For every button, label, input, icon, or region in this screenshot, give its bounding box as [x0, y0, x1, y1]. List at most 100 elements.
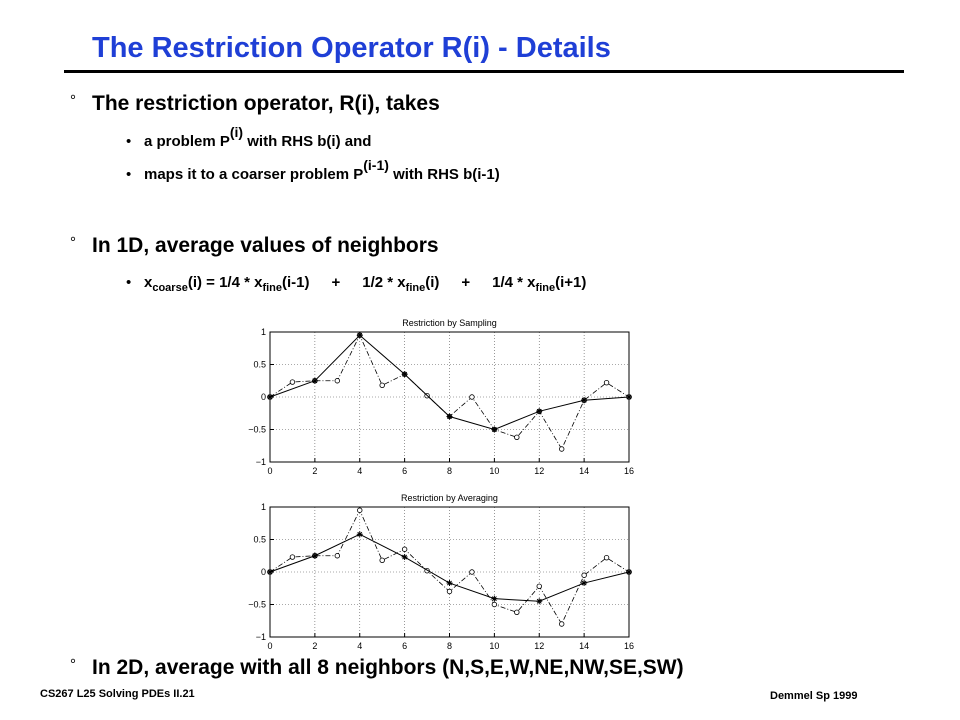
fine-point — [379, 382, 385, 388]
plot-area — [270, 332, 629, 462]
x-tick-label: 6 — [402, 641, 407, 651]
bullet-2d-average: ° In 2D, average with all 8 neighbors (N,… — [70, 656, 684, 680]
eq-subscript: coarse — [152, 282, 188, 294]
bullet-text: The restriction operator, R(i), takes — [92, 92, 440, 115]
fine-point — [536, 583, 542, 589]
eq-plus: + — [461, 274, 471, 291]
y-tick-label: 0.5 — [253, 360, 266, 370]
x-tick-label: 8 — [447, 466, 452, 476]
x-tick-label: 2 — [312, 641, 317, 651]
fine-point — [558, 446, 565, 452]
superscript: (i) — [229, 124, 244, 140]
eq-text: (i) — [425, 274, 440, 291]
eq-text: 1/4 * x — [492, 274, 536, 291]
fine-point — [514, 434, 520, 440]
eq-text: 1/2 * x — [362, 274, 406, 291]
y-tick-label: −0.5 — [248, 600, 266, 610]
x-tick-label: 2 — [312, 466, 317, 476]
footer-author: Demmel Sp 1999 — [770, 690, 858, 702]
x-tick-label: 4 — [357, 641, 362, 651]
fine-point — [334, 378, 341, 384]
plot-title: Restriction by Averaging — [401, 493, 498, 503]
fine-point — [401, 546, 408, 552]
sub-bullet-problem: • a problem P(i) with RHS b(i) and — [126, 124, 372, 150]
y-tick-label: 0 — [261, 392, 266, 402]
coarse-point — [401, 554, 408, 561]
eq-subscript: fine — [535, 282, 556, 294]
sub-bullet-dot-icon: • — [126, 166, 132, 183]
fine-point — [469, 394, 475, 400]
coarse-point — [536, 598, 543, 605]
bullet-mark-icon: ° — [70, 234, 76, 251]
fine-point — [469, 569, 475, 575]
y-tick-label: 1 — [261, 502, 266, 512]
sub-bullet-dot-icon: • — [126, 274, 132, 291]
sub-bullet-dot-icon: • — [126, 133, 132, 150]
coarse-point — [491, 426, 498, 433]
sub-bullet-equation: • xcoarse(i) = 1/4 * xfine(i-1) +1/2 * xfi… — [126, 274, 587, 294]
coarse-point — [356, 332, 363, 339]
fine-point — [334, 553, 341, 559]
coarse-point — [536, 408, 543, 415]
fine-point — [514, 609, 520, 615]
x-tick-label: 12 — [534, 466, 544, 476]
fine-point — [379, 557, 385, 563]
x-tick-label: 8 — [447, 641, 452, 651]
y-tick-label: −1 — [256, 457, 266, 467]
y-tick-label: 0 — [261, 567, 266, 577]
footer-course: CS267 L25 Solving PDEs II.21 — [40, 688, 195, 700]
coarse-point — [267, 394, 273, 400]
x-tick-label: 14 — [579, 466, 589, 476]
x-tick-label: 10 — [489, 466, 499, 476]
eq-text: x — [144, 274, 153, 291]
y-tick-label: 0.5 — [253, 535, 266, 545]
fine-point — [357, 507, 363, 513]
x-tick-label: 16 — [624, 641, 634, 651]
coarse-point — [626, 394, 632, 400]
eq-plus: + — [331, 274, 341, 291]
x-tick-label: 16 — [624, 466, 634, 476]
bullet-text: In 2D, average with all 8 neighbors (N,S… — [92, 656, 684, 679]
coarse-point — [581, 397, 588, 404]
eq-subscript: fine — [405, 282, 426, 294]
fine-point — [581, 572, 587, 578]
y-tick-label: 1 — [261, 327, 266, 337]
eq-subscript: fine — [262, 282, 283, 294]
bullet-mark-icon: ° — [70, 656, 76, 673]
fine-point — [558, 621, 565, 627]
x-tick-label: 10 — [489, 641, 499, 651]
sub-bullet-text: a problem P — [144, 133, 230, 150]
fine-point — [603, 555, 610, 561]
coarse-point — [446, 580, 453, 587]
coarse-point — [401, 371, 408, 378]
fine-point — [289, 379, 296, 385]
x-tick-label: 0 — [267, 466, 272, 476]
coarse-point — [311, 552, 318, 559]
coarse-point — [626, 569, 632, 575]
x-tick-label: 4 — [357, 466, 362, 476]
y-tick-label: −0.5 — [248, 425, 266, 435]
eq-text: (i-1) — [282, 274, 310, 291]
bullet-1d-average: ° In 1D, average values of neighbors — [70, 234, 439, 258]
bullet-text: In 1D, average values of neighbors — [92, 234, 439, 257]
y-tick-label: −1 — [256, 632, 266, 642]
superscript: (i-1) — [363, 157, 389, 173]
eq-text: (i) = 1/4 * x — [187, 274, 263, 291]
x-tick-label: 6 — [402, 466, 407, 476]
x-tick-label: 14 — [579, 641, 589, 651]
sub-bullet-text: with RHS b(i-1) — [388, 166, 500, 183]
coarse-point — [491, 595, 498, 602]
sub-bullet-text: with RHS b(i) and — [243, 133, 372, 150]
fine-point — [603, 380, 610, 386]
sub-bullet-text: maps it to a coarser problem P — [144, 166, 364, 183]
coarse-point — [581, 580, 588, 587]
coarse-point — [446, 413, 453, 420]
bullet-restriction-operator: ° The restriction operator, R(i), takes — [70, 92, 440, 116]
fine-point — [289, 554, 296, 560]
slide-title: The Restriction Operator R(i) - Details — [92, 32, 611, 64]
eq-text: (i+1) — [555, 274, 587, 291]
plot-title: Restriction by Sampling — [402, 318, 497, 328]
x-tick-label: 12 — [534, 641, 544, 651]
coarse-point — [356, 531, 363, 538]
